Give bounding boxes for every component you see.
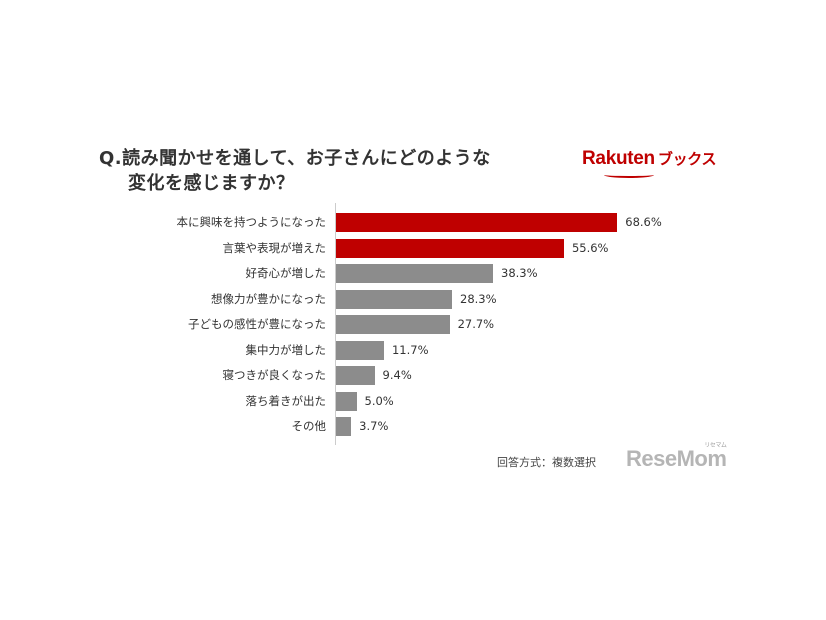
bar-row: 落ち着きが出た 5.0% <box>0 391 826 411</box>
category-label: その他 <box>291 419 327 433</box>
category-label: 寝つきが良くなった <box>222 368 327 382</box>
watermark-ruby: リセマム <box>704 443 727 449</box>
category-label: 子どもの感性が豊になった <box>188 317 326 331</box>
bar <box>336 213 618 232</box>
bar <box>336 417 352 436</box>
value-label: 11.7% <box>391 342 429 357</box>
bar-row: 集中力が増した 11.7% <box>0 340 826 360</box>
category-label: 落ち着きが出た <box>245 393 327 408</box>
y-axis-line <box>335 203 336 445</box>
bar <box>336 366 375 385</box>
bar-row: 好奇心が増した 38.3% <box>0 264 826 283</box>
category-label: 本に興味を持つようになった <box>176 215 327 229</box>
logo-text: Rakuten <box>582 148 655 169</box>
bar-row: 子どもの感性が豊になった 27.7% <box>0 315 826 334</box>
bar-row: 本に興味を持つようになった 68.6% <box>0 213 826 232</box>
answer-method-note: 回答方式：複数選択 <box>497 456 596 469</box>
resemom-watermark: ReseMom リセマム <box>626 443 727 472</box>
value-label: 68.6% <box>625 215 662 229</box>
value-label: 5.0% <box>364 393 394 408</box>
logo-sub: ブックス <box>657 151 717 168</box>
value-label: 28.3% <box>460 291 497 306</box>
bar <box>336 315 450 334</box>
value-label: 55.6% <box>571 240 609 255</box>
chart-title-line2: 変化を感じますか？ <box>128 173 295 194</box>
category-label: 集中力が増した <box>245 342 327 357</box>
bar <box>336 238 564 258</box>
watermark-text: ReseMom <box>626 446 727 471</box>
category-label: 好奇心が増した <box>245 266 327 280</box>
value-label: 38.3% <box>501 266 538 280</box>
bar-row: 寝つきが良くなった 9.4% <box>0 366 826 385</box>
bar <box>336 340 384 360</box>
bar <box>336 391 357 411</box>
chart-title: Q.読み聞かせを通して、お子さんにどのような 変化を感じますか？ <box>99 146 491 196</box>
bar-row: 言葉や表現が増えた 55.6% <box>0 238 826 258</box>
rakuten-books-logo: Rakuten ブックス <box>582 148 717 178</box>
logo-swoosh-icon <box>604 172 654 178</box>
category-label: 言葉や表現が増えた <box>222 240 327 255</box>
chart-title-line1: Q.読み聞かせを通して、お子さんにどのような <box>99 148 491 169</box>
bar <box>336 289 453 309</box>
bar <box>336 264 494 283</box>
value-label: 9.4% <box>382 368 412 382</box>
value-label: 27.7% <box>457 317 495 331</box>
category-label: 想像力が豊かになった <box>211 291 326 306</box>
value-label: 3.7% <box>359 419 389 433</box>
bar-row: その他 3.7% <box>0 417 826 436</box>
bar-row: 想像力が豊かになった 28.3% <box>0 289 826 309</box>
